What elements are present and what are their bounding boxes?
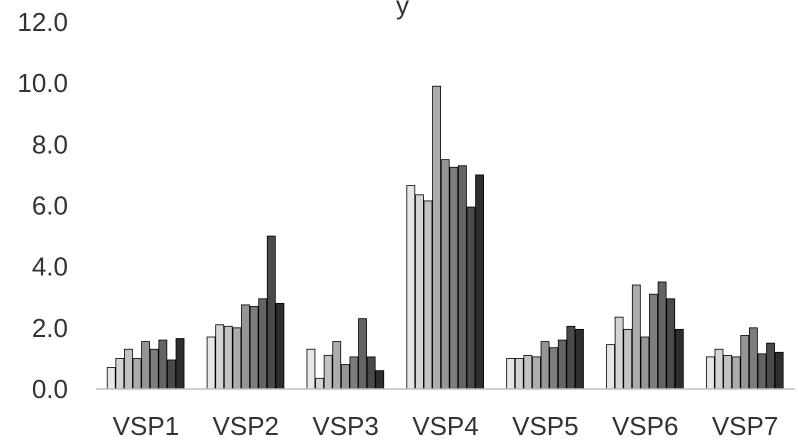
bar-vsp1-s5 <box>141 341 151 390</box>
y-tick-label: 12.0 <box>17 7 68 37</box>
bar-vsp2-s4 <box>232 327 242 390</box>
bar-vsp4-s7 <box>457 165 467 390</box>
bar-vsp6-s5 <box>640 336 650 390</box>
bar-vsp6-s4 <box>631 284 641 390</box>
bar-vsp5-s8 <box>566 325 576 390</box>
bar-vsp4-s3 <box>423 200 433 390</box>
bar-vsp4-s9 <box>475 174 485 390</box>
bar-vsp1-s8 <box>167 359 176 390</box>
bar-vsp5-s9 <box>575 328 584 390</box>
bar-vsp3-s8 <box>366 356 376 390</box>
bar-vsp3-s5 <box>340 364 350 390</box>
x-tick-label: VSP2 <box>213 411 280 441</box>
bar-vsp7-s5 <box>740 335 750 390</box>
bar-vsp6-s2 <box>614 316 624 390</box>
x-tick-label: VSP7 <box>712 411 779 441</box>
bar-vsp3-s9 <box>375 370 385 390</box>
x-tick-label: VSP5 <box>512 411 579 441</box>
bar-vsp6-s6 <box>649 293 658 390</box>
bar-vsp2-s3 <box>223 325 233 390</box>
bar-vsp7-s1 <box>705 356 715 390</box>
y-tick-label: 10.0 <box>17 68 68 98</box>
y-axis-ticks: 0.0 2.0 4.0 6.0 8.0 10.0 12.0 <box>17 7 68 404</box>
bar-vsp1-s4 <box>132 358 142 390</box>
bar-vsp7-s8 <box>766 342 775 390</box>
bar-vsp4-s6 <box>449 166 459 390</box>
bar-vsp7-s7 <box>757 353 767 390</box>
bar-vsp7-s2 <box>714 348 724 390</box>
bar-vsp7-s9 <box>774 351 784 390</box>
bar-vsp7-s6 <box>748 327 758 390</box>
chart-title-fragment: y <box>396 0 409 20</box>
bar-vsp2-s6 <box>249 306 259 390</box>
bar-vsp4-s1 <box>406 185 416 390</box>
bar-vsp6-s3 <box>623 328 633 390</box>
x-tick-label: VSP4 <box>412 411 479 441</box>
y-tick-label: 2.0 <box>32 313 68 343</box>
bar-vsp4-s4 <box>432 85 442 390</box>
bar-vsp7-s3 <box>723 354 732 390</box>
bar-vsp4-s5 <box>440 159 450 390</box>
bar-vsp3-s6 <box>349 356 359 390</box>
bar-vsp2-s1 <box>206 336 216 390</box>
bar-vsp6-s1 <box>606 344 615 390</box>
x-tick-label: VSP6 <box>612 411 679 441</box>
bar-vsp3-s3 <box>323 354 333 390</box>
bar-vsp2-s2 <box>215 324 225 390</box>
bar-vsp5-s7 <box>557 339 567 390</box>
bar-vsp3-s4 <box>332 341 342 390</box>
bar-vsp1-s9 <box>175 338 185 390</box>
bar-vsp1-s6 <box>149 348 159 390</box>
bar-vsp1-s7 <box>158 339 168 390</box>
x-axis-labels: VSP1 VSP2 VSP3 VSP4 VSP5 VSP6 VSP7 <box>113 411 779 441</box>
bar-vsp5-s4 <box>532 356 541 390</box>
bar-vsp4-s8 <box>466 206 476 390</box>
bar-vsp4-s2 <box>414 194 424 390</box>
bar-vsp5-s3 <box>523 354 533 390</box>
bar-vsp6-s7 <box>657 281 667 390</box>
bar-vsp5-s6 <box>549 347 559 390</box>
bars <box>106 85 784 390</box>
y-tick-label: 4.0 <box>32 252 68 282</box>
bar-vsp1-s3 <box>124 348 133 390</box>
bar-vsp5-s2 <box>514 358 524 390</box>
bar-vsp2-s8 <box>266 235 276 390</box>
x-tick-label: VSP1 <box>113 411 180 441</box>
bar-vsp2-s5 <box>241 304 250 390</box>
bar-vsp5-s1 <box>506 358 516 390</box>
y-tick-label: 6.0 <box>32 191 68 221</box>
bar-vsp2-s7 <box>258 298 268 390</box>
bar-vsp6-s8 <box>666 298 676 390</box>
y-tick-label: 0.0 <box>32 374 68 404</box>
x-tick-label: VSP3 <box>312 411 379 441</box>
bar-vsp1-s1 <box>106 367 116 390</box>
bar-vsp5-s5 <box>540 341 550 390</box>
bar-vsp7-s4 <box>731 356 741 390</box>
bar-vsp6-s9 <box>674 328 684 390</box>
bar-vsp3-s2 <box>315 377 324 390</box>
bar-vsp3-s7 <box>358 318 367 390</box>
y-tick-label: 8.0 <box>32 129 68 159</box>
bar-vsp2-s9 <box>275 302 285 390</box>
bar-vsp3-s1 <box>306 348 316 390</box>
bar-vsp1-s2 <box>115 358 125 390</box>
